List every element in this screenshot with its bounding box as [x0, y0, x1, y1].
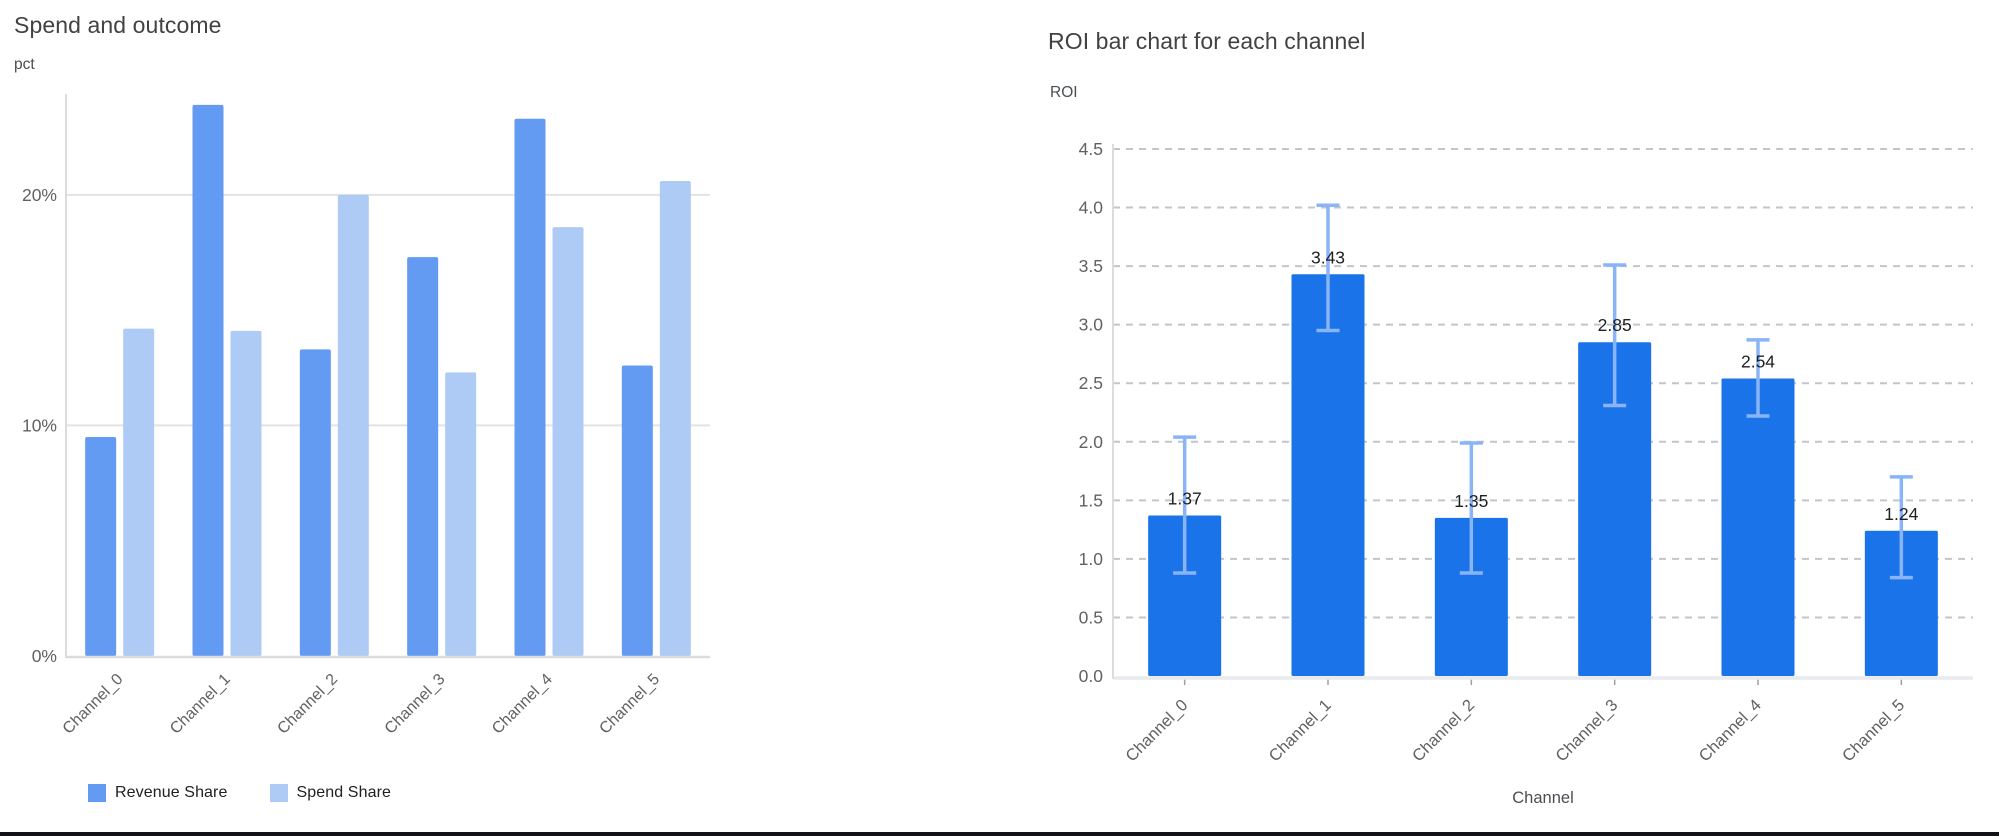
- bar-channel_4: [1721, 378, 1795, 676]
- bar-channel_4-spend-share: [552, 227, 584, 656]
- y-axis-tick-label: 2.5: [1079, 373, 1103, 393]
- y-axis-tick-label: 4.0: [1079, 198, 1104, 218]
- y-axis-tick-label: 1.0: [1079, 549, 1104, 569]
- legend-label: Spend Share: [296, 784, 392, 801]
- x-axis-tick-label: Channel_4: [1696, 696, 1765, 765]
- x-axis-tick-label: Channel_0: [60, 671, 127, 738]
- y-axis-tick-label: 3.5: [1079, 256, 1103, 276]
- y-axis-tick-label: 0.5: [1079, 607, 1103, 627]
- bar-value-label: 1.37: [1168, 489, 1202, 509]
- left-chart-title: Spend and outcome: [14, 12, 222, 38]
- bar-channel_3-spend-share: [445, 372, 477, 656]
- x-axis-tick-label: Channel_2: [274, 671, 341, 738]
- y-axis-tick-label: 20%: [22, 185, 57, 205]
- bar-channel_0-spend-share: [123, 328, 155, 656]
- y-axis-tick-label: 0.0: [1079, 666, 1104, 686]
- bar-channel_1: [1291, 274, 1365, 676]
- y-axis-tick-label: 4.5: [1079, 139, 1103, 159]
- y-axis-tick-label: 2.0: [1079, 432, 1104, 452]
- bar-value-label: 1.24: [1884, 504, 1918, 524]
- bar-value-label: 3.43: [1311, 247, 1345, 267]
- x-axis-tick-label: Channel_5: [596, 671, 663, 738]
- bar-channel_3: [1578, 342, 1652, 676]
- bar-channel_2: [1434, 517, 1508, 676]
- right-chart-x-axis-label: Channel: [1512, 789, 1574, 807]
- bar-value-label: 2.85: [1598, 315, 1632, 335]
- x-axis-tick-label: Channel_1: [1266, 696, 1335, 765]
- bar-channel_2-revenue-share: [299, 349, 331, 656]
- bar-channel_1-revenue-share: [192, 104, 224, 656]
- bar-value-label: 1.35: [1454, 491, 1488, 511]
- legend-item-spend-share: Spend Share: [269, 784, 392, 802]
- legend-label: Revenue Share: [115, 784, 228, 801]
- right-chart-plot: 0.0 0.5 1.0 1.5 2.0 2.5 3.0 3.5 4.0 4.5 1.37 Channe…: [1079, 139, 1973, 765]
- bar-value-label: 2.54: [1741, 352, 1775, 372]
- legend-swatch: [269, 784, 288, 802]
- x-axis-tick-label: Channel_3: [382, 671, 449, 738]
- right-chart-y-axis-label: ROI: [1050, 84, 1078, 101]
- left-chart-plot: 0% 10% 20% Channel_0 Channel_1 Channel_2 Chann…: [22, 94, 710, 738]
- bar-channel_2-spend-share: [337, 194, 369, 657]
- y-axis-tick-label: 0%: [32, 646, 57, 666]
- bar-channel_0-revenue-share: [85, 436, 117, 656]
- bar-channel_0: [1148, 515, 1222, 676]
- x-axis-tick-label: Channel_4: [489, 671, 556, 738]
- left-chart-y-axis-label: pct: [14, 56, 35, 73]
- legend-item-revenue-share: Revenue Share: [88, 784, 228, 802]
- bar-channel_3-revenue-share: [407, 257, 439, 656]
- y-axis-tick-label: 10%: [22, 415, 57, 435]
- x-axis-tick-label: Channel_1: [167, 671, 234, 738]
- x-axis-tick-label: Channel_2: [1409, 696, 1478, 765]
- bar-channel_4-revenue-share: [514, 118, 546, 656]
- y-axis-tick-label: 1.5: [1079, 490, 1103, 510]
- right-chart-title: ROI bar chart for each channel: [1048, 28, 1366, 54]
- bar-channel_5-spend-share: [659, 181, 691, 656]
- window-bottom-border: [0, 832, 1999, 836]
- legend-swatch: [88, 784, 106, 802]
- y-axis-tick-label: 3.0: [1079, 315, 1104, 335]
- x-axis-tick-label: Channel_3: [1552, 696, 1621, 765]
- x-axis-tick-label: Channel_5: [1839, 696, 1908, 765]
- left-chart-legend: Revenue Share Spend Share: [88, 784, 433, 802]
- x-axis-tick-label: Channel_0: [1122, 696, 1191, 765]
- bar-channel_5: [1864, 530, 1938, 676]
- bar-channel_5-revenue-share: [621, 365, 653, 656]
- bar-channel_1-spend-share: [230, 330, 262, 656]
